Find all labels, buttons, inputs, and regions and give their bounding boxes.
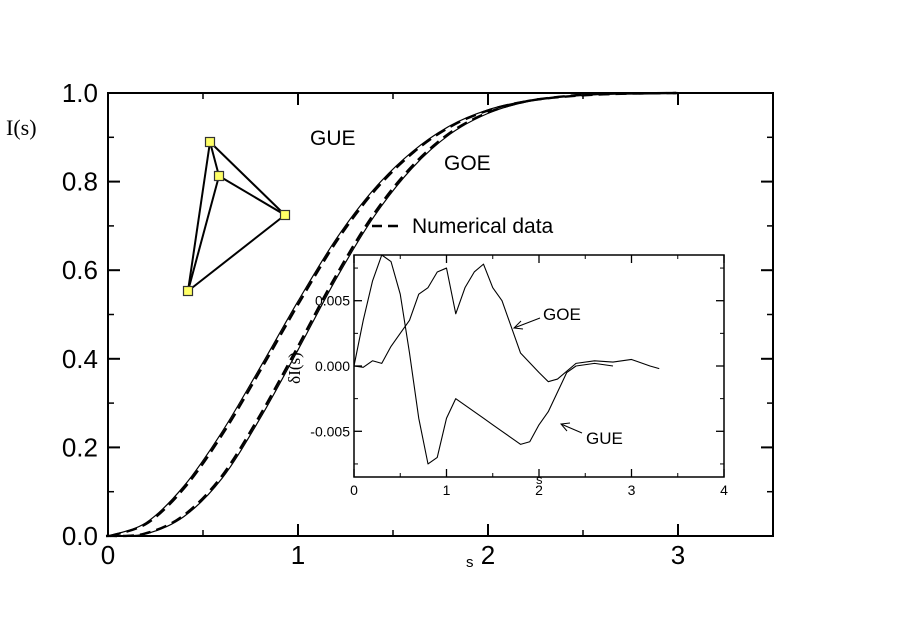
inset-annotation-goe: GOE xyxy=(543,305,581,324)
main-legend: Numerical data xyxy=(372,215,554,238)
tetrahedron-edge xyxy=(209,141,220,177)
inset-y-tick-label: -0.005 xyxy=(310,423,350,439)
inset-arrowhead-gue xyxy=(560,422,571,432)
inset-x-tick-label: 4 xyxy=(720,482,728,498)
inset-x-tick-label: 2 xyxy=(535,482,543,498)
inset-series xyxy=(353,254,660,465)
inset-annotation-gue-group: GUE xyxy=(560,422,623,448)
main-x-tick-label: 1 xyxy=(291,540,305,570)
main-series-goe-theory-line xyxy=(107,92,679,537)
inset-tick-labels: 0 1 2 3 4 -0.005 0.000 0.005 xyxy=(310,293,728,498)
inset-annotation-goe-group: GOE xyxy=(512,305,581,330)
main-y-tick-label: 0.6 xyxy=(62,255,98,285)
inset-y-axis-label: δI(s) xyxy=(285,352,304,384)
inset-y-tick-label: 0.000 xyxy=(315,358,350,374)
inset-y-tick-label: 0.005 xyxy=(315,293,350,309)
tetrahedron-diagram xyxy=(182,136,291,297)
main-annotation-gue: GUE xyxy=(310,127,356,150)
main-plot: 0 1 2 3 0.0 0.2 0.4 0.6 0.8 1.0 I(s) s GUE GOE Nu… xyxy=(6,78,774,571)
main-x-axis-label: s xyxy=(466,554,474,571)
main-tick-labels: 0 1 2 3 0.0 0.2 0.4 0.6 0.8 1.0 xyxy=(62,78,685,570)
inset-plot-frame xyxy=(353,254,725,478)
main-x-tick-label: 3 xyxy=(671,540,685,570)
main-y-tick-label: 0.4 xyxy=(62,344,98,374)
main-series-goe-numerical-line xyxy=(109,91,681,538)
inset-arrow-gue xyxy=(560,423,583,434)
main-annotation-goe: GOE xyxy=(444,152,491,175)
inset-ticks xyxy=(353,255,725,477)
tetrahedron-edge xyxy=(187,214,286,292)
main-y-tick-label: 0.0 xyxy=(62,521,98,551)
inset-arrow-goe xyxy=(513,317,541,329)
tetrahedron-edge xyxy=(187,175,220,292)
inset-series-goe-line xyxy=(353,263,660,383)
tetrahedron-node xyxy=(213,170,225,182)
tetrahedron-node xyxy=(182,285,194,297)
tetrahedron-edge xyxy=(209,141,286,216)
inset-annotation-gue: GUE xyxy=(586,429,623,448)
main-x-tick-label: 0 xyxy=(101,540,115,570)
tetrahedron-node xyxy=(204,136,216,148)
tetrahedron-edge xyxy=(218,175,286,216)
main-y-axis-label: I(s) xyxy=(6,115,37,140)
inset-x-tick-label: 3 xyxy=(628,482,636,498)
tetrahedron-nodes xyxy=(182,136,291,297)
tetrahedron-edges xyxy=(187,141,286,292)
inset-x-tick-label: 0 xyxy=(350,482,358,498)
main-y-tick-label: 1.0 xyxy=(62,78,98,108)
inset-plot: 0 1 2 3 4 -0.005 0.000 0.005 δI(s) s GOE GUE xyxy=(285,254,728,498)
inset-arrowhead-goe xyxy=(512,320,524,330)
main-x-tick-label: 2 xyxy=(481,540,495,570)
tetrahedron-node xyxy=(279,209,291,221)
tetrahedron-edge xyxy=(187,141,211,292)
main-y-tick-label: 0.8 xyxy=(62,167,98,197)
main-y-tick-label: 0.2 xyxy=(62,432,98,462)
main-ticks xyxy=(107,92,773,537)
inset-x-axis-label: s xyxy=(536,472,543,487)
inset-x-tick-label: 1 xyxy=(443,482,451,498)
inset-series-gue-line xyxy=(353,254,614,465)
main-series xyxy=(105,91,681,538)
legend-label-numerical-data: Numerical data xyxy=(412,215,554,238)
